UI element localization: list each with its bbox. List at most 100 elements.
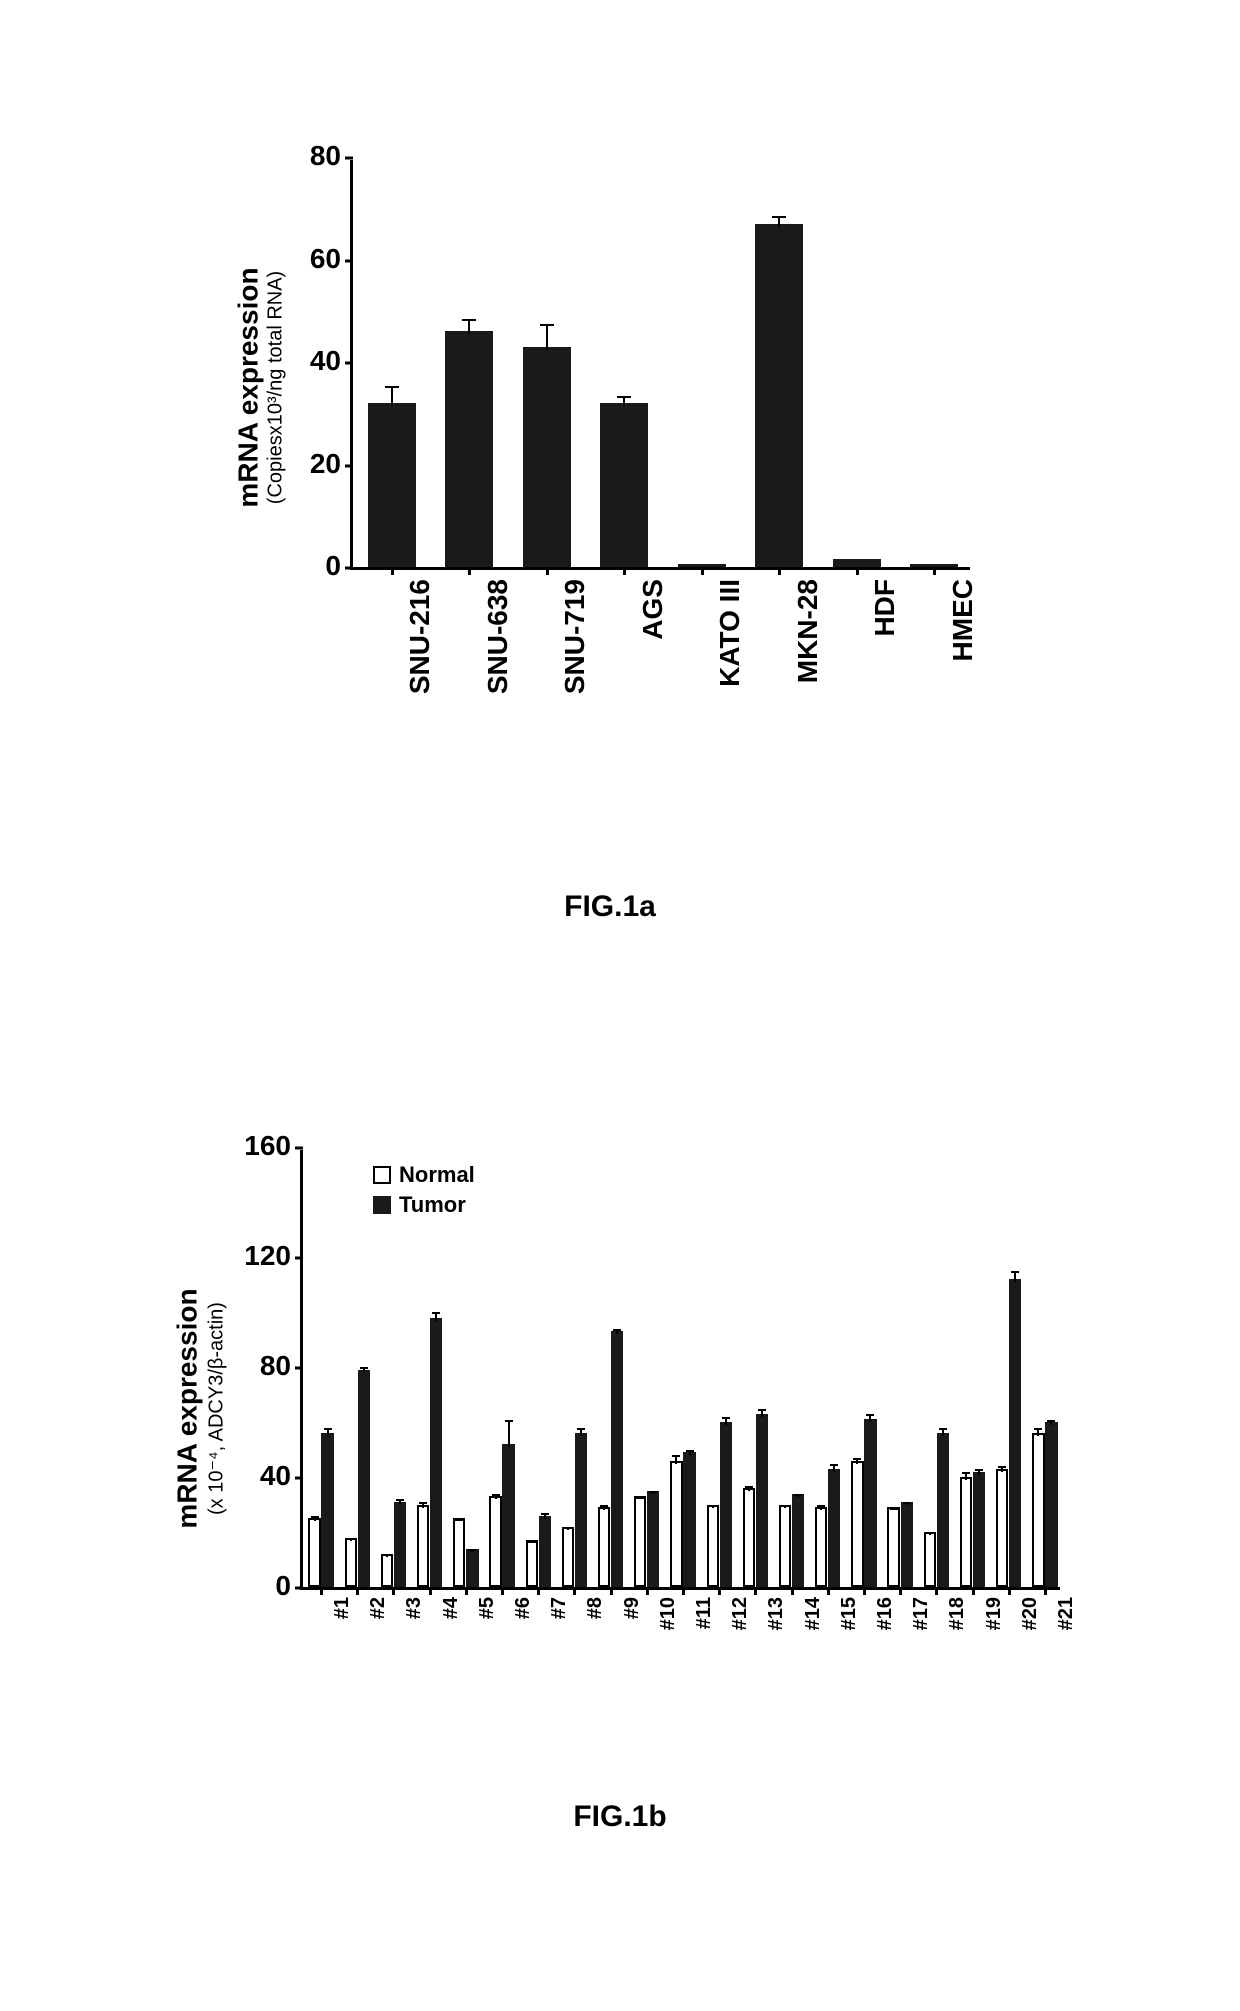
fig1b-bar-normal [453,1518,465,1587]
fig1a-chart: mRNA expression (Copiesx10³/ng total RNA… [200,140,1020,710]
fig1b-errorcap [926,1532,934,1534]
fig1b-bar-normal [345,1538,357,1588]
fig1b-bar-normal [634,1496,646,1587]
fig1a-bar [368,403,416,567]
fig1b-ytick-mark [295,1257,303,1260]
fig1b-bar-normal [779,1505,791,1588]
fig1b-xtick-mark [537,1587,540,1595]
fig1b-errorcap [541,1513,549,1515]
fig1a-bar [833,559,881,567]
fig1a-xlabel: HDF [869,579,901,637]
fig1a-bar [523,347,571,567]
fig1b-ytick-label: 40 [260,1460,291,1492]
fig1a-xtick-mark [933,567,936,575]
fig1b-bar-normal [489,1496,501,1587]
fig1b-errorcap [781,1505,789,1507]
fig1a-xtick-mark [623,567,626,575]
fig1b-xtick-mark [791,1587,794,1595]
fig1b-bar-tumor [394,1502,406,1587]
fig1b-errorcap [975,1469,983,1471]
fig1a-bar [755,224,803,567]
fig1b-errorcap [998,1466,1006,1468]
fig1a-xlabel: HMEC [947,579,979,661]
fig1b-bar-normal [562,1527,574,1588]
fig1b-bar-normal [743,1488,755,1587]
fig1b-xtick-mark [429,1587,432,1595]
fig1b-xtick-mark [863,1587,866,1595]
fig1a-errorcap [772,216,786,218]
fig1b-xlabel: #13 [765,1597,788,1630]
fig1b-errorcap [600,1505,608,1507]
fig1b-errorcap [903,1502,911,1504]
fig1b-errorcap [577,1428,585,1430]
fig1b-bar-tumor [430,1318,442,1588]
fig1b-errorcap [396,1499,404,1501]
fig1b-ytick-label: 120 [244,1240,291,1272]
fig1a-ytick-label: 80 [310,140,341,172]
fig1b-ytick-label: 0 [275,1570,291,1602]
fig1b-ylabel-sub: (x 10⁻⁴, ADCY3/β-actin) [204,1302,229,1515]
fig1b-bar-normal [960,1477,972,1587]
fig1b-bar-tumor [864,1419,876,1587]
fig1b-bar-tumor [647,1491,659,1587]
fig1a-errorbar [546,324,548,350]
fig1b-errorcap [505,1420,513,1422]
fig1b-bar-normal [381,1554,393,1587]
fig1a-ytick-mark [345,259,353,262]
fig1b-xlabel: #3 [403,1597,426,1619]
fig1a-xlabel: SNU-638 [482,579,514,694]
fig1b-xlabel: #6 [512,1597,535,1619]
fig1a-xlabel: MKN-28 [792,579,824,683]
fig1b-xlabel: #10 [657,1597,680,1630]
fig1b-errorcap [564,1527,572,1529]
fig1a-errorcap [617,396,631,398]
fig1b-xtick-mark [501,1587,504,1595]
fig1b-bar-tumor [828,1469,840,1587]
fig1b-bar-normal [887,1507,899,1587]
fig1a-errorcap [385,386,399,388]
fig1b-errorcap [672,1455,680,1457]
fig1b-xtick-mark [392,1587,395,1595]
fig1a-errorbar [468,319,470,334]
fig1b-xlabel: #16 [874,1597,897,1630]
fig1a-xtick-mark [468,567,471,575]
fig1b-errorcap [492,1494,500,1496]
fig1b-xlabel: #21 [1055,1597,1078,1630]
fig1b-errorcap [419,1502,427,1504]
fig1b-ytick-mark [295,1477,303,1480]
fig1b-bar-normal [598,1507,610,1587]
fig1b-xtick-mark [972,1587,975,1595]
fig1b-errorcap [709,1505,717,1507]
fig1b-errorcap [890,1508,898,1510]
fig1b-xtick-mark [573,1587,576,1595]
fig1b-xlabel: #7 [548,1597,571,1619]
fig1a-xtick-mark [391,567,394,575]
fig1a-xtick-mark [546,567,549,575]
fig1b-errorcap [830,1464,838,1466]
fig1a-xtick-mark [701,567,704,575]
fig1b-xtick-mark [1008,1587,1011,1595]
fig1b-xtick-mark [935,1587,938,1595]
fig1b-xlabel: #20 [1019,1597,1042,1630]
fig1b-xlabel: #1 [331,1597,354,1619]
fig1b-errorcap [347,1538,355,1540]
fig1b-legend-label: Tumor [399,1192,466,1218]
fig1b-plot-area: NormalTumor 04080120160#1#2#3#4#5#6#7#8#… [300,1150,1060,1590]
fig1b-bar-tumor [611,1331,623,1587]
fig1b-errorcap [758,1409,766,1411]
fig1b-errorcap [528,1541,536,1543]
fig1b-legend-label: Normal [399,1162,475,1188]
fig1b-bar-tumor [358,1370,370,1587]
fig1b-ylabel-main: mRNA expression [172,1288,204,1528]
fig1b-xtick-mark [754,1587,757,1595]
fig1b-errorcap [311,1516,319,1518]
fig1b-bar-tumor [575,1433,587,1587]
fig1b-xtick-mark [899,1587,902,1595]
fig1b-errorcap [360,1367,368,1369]
fig1b-xlabel: #11 [693,1597,716,1629]
fig1a-ytick-mark [345,362,353,365]
fig1b-legend: Normal Tumor [373,1162,475,1222]
fig1b-errorcap [649,1491,657,1493]
fig1b-errorcap [1011,1271,1019,1273]
fig1b-ytick-mark [295,1147,303,1150]
